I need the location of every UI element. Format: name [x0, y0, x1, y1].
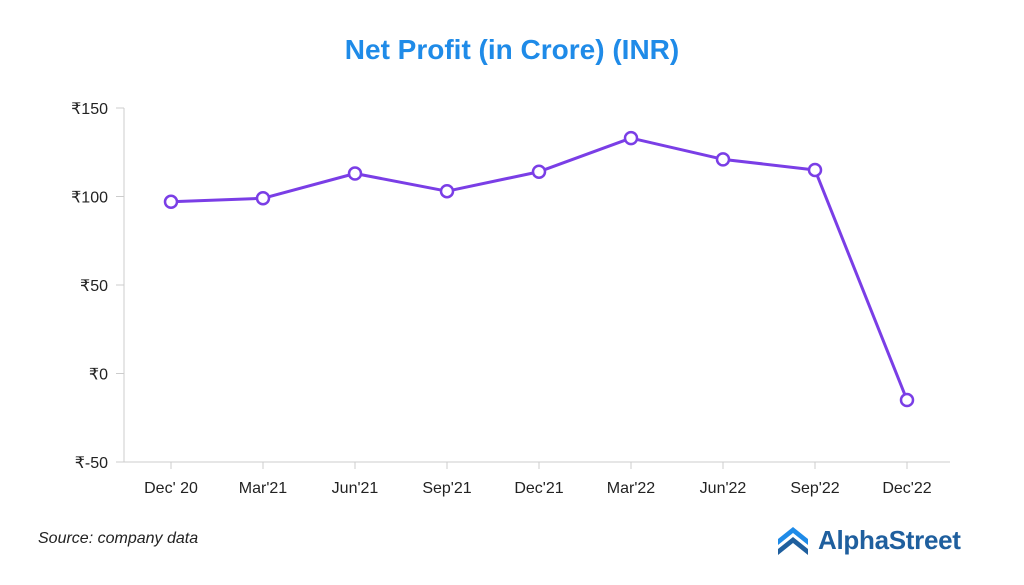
y-tick-label: ₹0: [89, 367, 108, 384]
y-axis-ticks: ₹150 ₹100 ₹50 ₹0 ₹-50: [71, 101, 124, 472]
x-tick-label: Dec'21: [514, 480, 563, 497]
data-point: [531, 164, 547, 179]
data-point: [347, 166, 363, 181]
x-axis-ticks: Dec' 20 Mar'21 Jun'21 Sep'21 Dec'21 Mar'22 Jun…: [144, 462, 932, 497]
x-tick-label: Sep'22: [790, 480, 839, 497]
y-tick-label: ₹-50: [75, 455, 108, 472]
x-tick-label: Jun'21: [332, 480, 379, 497]
logo-text: AlphaStreet: [818, 524, 961, 555]
x-tick-label: Mar'21: [239, 480, 288, 497]
alphastreet-chevron-icon: [778, 527, 808, 555]
chart-title: Net Profit (in Crore) (INR): [344, 34, 680, 65]
data-point: [715, 152, 731, 167]
data-point: [255, 191, 271, 206]
data-point: [899, 392, 915, 408]
series: [163, 130, 915, 408]
data-point: [439, 183, 455, 199]
data-point: [623, 130, 639, 146]
x-tick-label: Jun'22: [700, 480, 747, 497]
x-tick-label: Dec'22: [882, 480, 931, 497]
axes: [123, 108, 950, 463]
x-tick-label: Sep'21: [422, 480, 471, 497]
source-note: Source: company data: [38, 530, 199, 547]
data-point: [807, 162, 823, 178]
y-tick-label: ₹50: [80, 278, 108, 295]
alphastreet-logo: AlphaStreet: [776, 522, 961, 558]
data-point: [163, 194, 179, 210]
y-tick-label: ₹100: [71, 190, 108, 207]
y-tick-label: ₹150: [71, 101, 108, 118]
x-tick-label: Mar'22: [607, 480, 656, 497]
x-tick-label: Dec' 20: [144, 480, 198, 497]
